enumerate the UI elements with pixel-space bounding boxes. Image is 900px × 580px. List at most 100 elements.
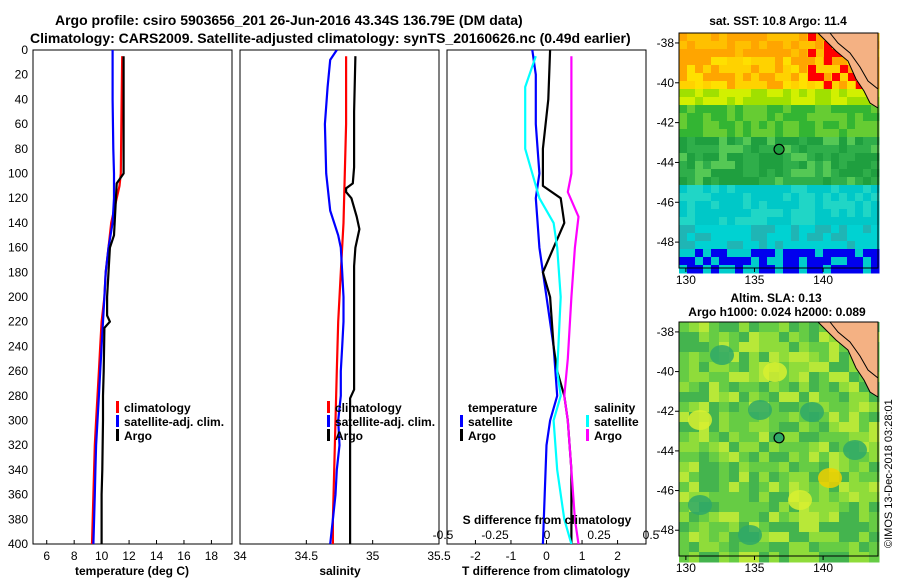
sst-cell [679, 81, 688, 90]
sst-cell [863, 161, 872, 170]
sst-cell [759, 121, 768, 130]
sst-cell [679, 137, 688, 146]
sst-cell [735, 121, 744, 130]
sst-cell [831, 265, 840, 274]
sst-cell [703, 65, 712, 74]
sst-cell [703, 129, 712, 138]
sst-cell [711, 177, 720, 186]
sla-cell [709, 392, 720, 403]
sla-cell [779, 392, 790, 403]
sla-cell [769, 452, 780, 463]
sst-cell [711, 65, 720, 74]
legend-label-argo: Argo [335, 429, 363, 443]
sla-cell [699, 482, 710, 493]
sst-cell [871, 185, 880, 194]
sla-cell [719, 512, 730, 523]
sst-cell [791, 121, 800, 130]
sla-cell [779, 462, 790, 473]
sst-warm-cell [824, 49, 832, 57]
sst-cell [695, 225, 704, 234]
sst-cell [703, 161, 712, 170]
sla-cell [849, 532, 860, 543]
sst-cell [695, 33, 704, 42]
sst-cell [847, 121, 856, 130]
sla-cell [849, 382, 860, 393]
sst-cell [751, 169, 760, 178]
sst-cell [767, 113, 776, 122]
sst-cell [767, 73, 776, 82]
legend-swatch-s-argo [586, 429, 589, 441]
sst-cell [855, 193, 864, 202]
sla-cell [809, 352, 820, 363]
sla-cell [719, 532, 730, 543]
sst-cell [839, 209, 848, 218]
sst-cell [855, 161, 864, 170]
sst-cell [759, 177, 768, 186]
sst-cell [743, 113, 752, 122]
map-y-tick-label: -38 [657, 325, 675, 339]
sst-cell [687, 161, 696, 170]
sst-cell [703, 105, 712, 114]
sst-cell [831, 217, 840, 226]
sst-cell [807, 201, 816, 210]
sst-cell [711, 233, 720, 242]
sst-cell [815, 257, 824, 266]
sst-cell [711, 217, 720, 226]
map-x-tick-label: 140 [813, 273, 833, 287]
sst-cell [823, 185, 832, 194]
sst-cell [831, 81, 840, 90]
sst-cell [839, 129, 848, 138]
sla-cell [769, 532, 780, 543]
sst-cell [799, 89, 808, 98]
sla-cell [779, 472, 790, 483]
sla-cell [869, 422, 880, 433]
sst-cell [767, 161, 776, 170]
sst-cell [679, 65, 688, 74]
sla-cell [839, 522, 850, 533]
sla-cell [789, 532, 800, 543]
sla-cell [799, 332, 810, 343]
sla-cell [699, 332, 710, 343]
sla-cell [859, 532, 870, 543]
sst-cell [759, 33, 768, 42]
depth-tick-label: 0 [21, 43, 28, 57]
sla-cell [729, 462, 740, 473]
sst-cell [727, 113, 736, 122]
sla-cell [699, 532, 710, 543]
sst-cell [695, 193, 704, 202]
sst-cell [831, 145, 840, 154]
sla-cell [719, 452, 730, 463]
sst-cell [863, 129, 872, 138]
sst-cell [839, 57, 848, 66]
series-line-s-argo [563, 56, 580, 544]
sla-cell [819, 532, 830, 543]
sla-cell [789, 432, 800, 443]
sst-cell [759, 249, 768, 258]
sst-cell [807, 225, 816, 234]
sla-cell [779, 342, 790, 353]
sst-cell [831, 57, 840, 66]
sst-cell [847, 249, 856, 258]
sla-cell [869, 532, 880, 543]
sst-cell [863, 153, 872, 162]
sst-cell [711, 201, 720, 210]
sst-cell [711, 105, 720, 114]
sla-cell [759, 442, 770, 453]
sst-cell [711, 153, 720, 162]
sst-cell [799, 233, 808, 242]
temperature-series [90, 50, 125, 544]
sla-cell [849, 462, 860, 473]
sst-cell [807, 153, 816, 162]
map-y-tick-label: -42 [657, 116, 675, 130]
sla-cell [729, 552, 740, 563]
sst-cell [799, 81, 808, 90]
sla-cell [689, 392, 700, 403]
sla-cell [779, 442, 790, 453]
sla-cell [759, 422, 770, 433]
sst-cell [727, 257, 736, 266]
sst-cell [759, 233, 768, 242]
sst-cell [703, 177, 712, 186]
sst-cell [695, 209, 704, 218]
depth-tick-label: 40 [15, 92, 29, 106]
sla-cell [779, 452, 790, 463]
